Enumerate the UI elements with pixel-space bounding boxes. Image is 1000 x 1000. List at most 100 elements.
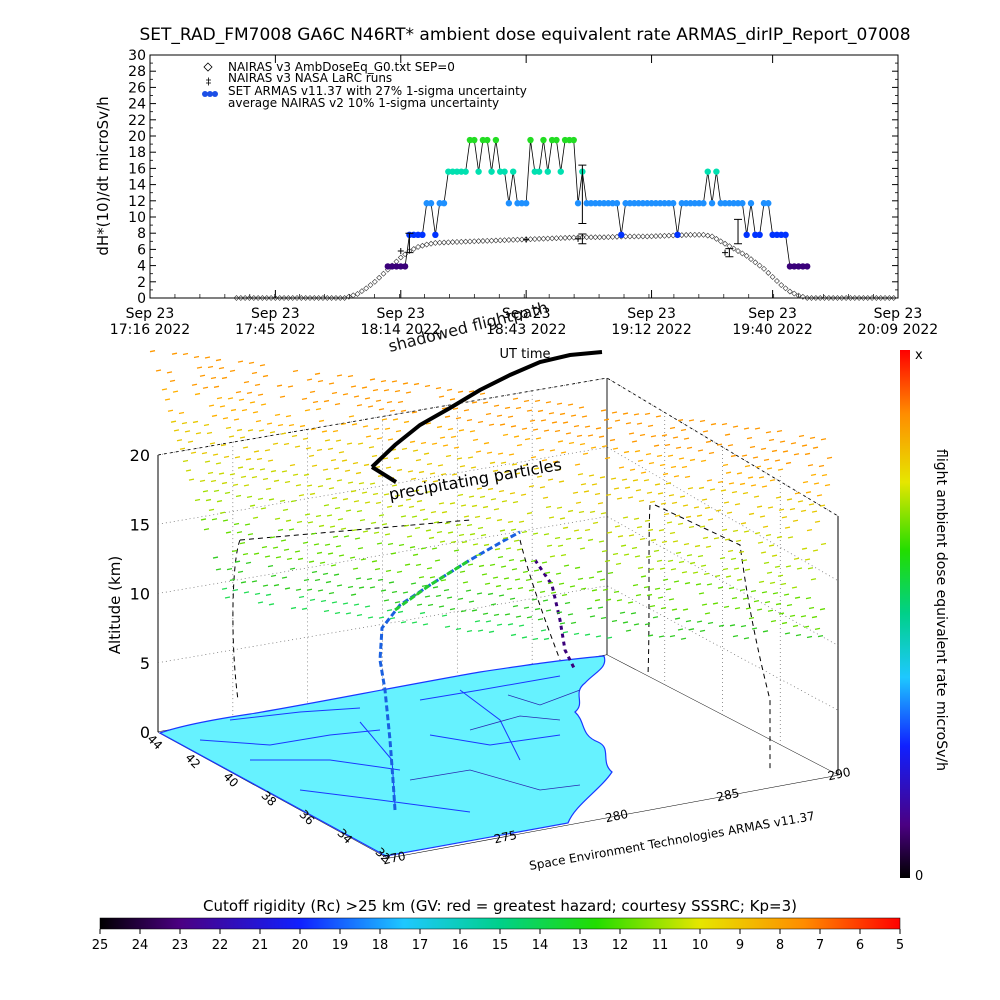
particle-dash: [660, 502, 667, 505]
particle-dash: [609, 438, 616, 442]
particle-dash: [204, 356, 211, 359]
particle-dash: [636, 422, 643, 425]
particle-dash: [449, 607, 456, 611]
particle-dash: [391, 484, 398, 487]
particle-dash: [647, 424, 654, 428]
particle-dash: [625, 422, 632, 425]
particle-dash: [267, 459, 274, 462]
particle-dash: [251, 476, 258, 479]
particle-dash: [489, 461, 496, 464]
particle-dash: [440, 579, 447, 582]
particle-dash: [272, 546, 279, 549]
particle-dash: [237, 360, 244, 363]
particle-dash: [421, 584, 428, 588]
particle-dash: [731, 490, 738, 494]
particle-dash: [790, 442, 797, 445]
particle-dash: [658, 529, 665, 532]
particle-dash: [403, 524, 410, 527]
particle-dash: [495, 584, 502, 588]
nairas-diamond: [250, 295, 257, 301]
particle-dash: [378, 616, 385, 619]
particle-dash: [428, 536, 435, 540]
particle-dash: [265, 487, 272, 490]
armas-point: [544, 168, 551, 175]
particle-dash: [794, 596, 801, 599]
particle-dash: [471, 609, 478, 612]
cutoff-tick-label: 17: [412, 938, 429, 953]
particle-dash: [743, 530, 750, 533]
particle-dash: [395, 430, 402, 433]
particle-dash: [689, 458, 696, 462]
nairas-diamond: [847, 295, 854, 301]
particle-dash: [311, 570, 318, 574]
particle-dash: [767, 506, 774, 509]
particle-dash: [496, 518, 503, 522]
particle-dash: [471, 504, 478, 508]
particle-dash: [359, 519, 366, 522]
particle-dash: [495, 479, 502, 482]
particle-dash: [411, 411, 418, 414]
x-tick-label-time: 20:09 2022: [858, 322, 938, 338]
armas-point: [535, 168, 543, 175]
particle-dash: [235, 391, 242, 394]
x-tick-label-date: Sep 23: [376, 306, 425, 322]
particle-dash: [678, 560, 685, 564]
particle-dash: [380, 589, 387, 592]
particle-dash: [535, 437, 542, 440]
particle-dash: [784, 632, 791, 635]
particle-dash: [449, 502, 456, 505]
particle-dash: [488, 630, 495, 633]
particle-dash: [194, 498, 201, 502]
particle-dash: [236, 428, 243, 432]
cutoff-bar-ticks: 25 24 23 22 21 20 19 18 17 16 15 14 13 12 11 10 9 8 7 6 5: [92, 929, 904, 953]
flight-path-3d-high: [394, 558, 471, 612]
shadow-path-top: [239, 519, 471, 541]
particle-dash: [791, 586, 798, 589]
particle-dash: [775, 602, 782, 606]
particle-dash: [572, 491, 579, 494]
nairas-diamond: [601, 234, 607, 241]
particle-dash: [496, 623, 503, 626]
particle-dash: [600, 512, 607, 515]
particle-dash: [365, 435, 372, 438]
particle-dash: [647, 634, 654, 637]
particle-dash: [673, 580, 680, 583]
nairas-diamond: [315, 295, 322, 301]
particle-dash: [281, 470, 288, 473]
particle-dash: [327, 447, 334, 451]
particle-dash: [317, 485, 324, 488]
particle-dash: [605, 598, 612, 601]
particle-dash: [213, 489, 220, 493]
armas-point: [484, 136, 491, 144]
particle-dash: [394, 601, 401, 604]
particle-dash: [333, 467, 340, 470]
particle-dash: [643, 585, 650, 589]
particle-dash: [427, 603, 434, 607]
nairas-diamond: [752, 259, 759, 266]
particle-dash: [805, 596, 812, 600]
particle-dash: [364, 397, 371, 400]
particle-dash: [510, 528, 517, 531]
nairas-diamond: [281, 295, 287, 301]
y-tick-label: 18: [128, 145, 146, 161]
particle-dash: [486, 451, 493, 454]
particle-dash: [208, 508, 215, 511]
dose-colorbar: [900, 350, 910, 878]
particle-dash: [397, 610, 404, 614]
nairas-diamond: [562, 234, 568, 241]
particle-dash: [797, 500, 804, 503]
particle-dash: [650, 435, 657, 438]
nairas-diamond: [488, 237, 495, 244]
particle-dash: [708, 451, 715, 455]
particle-dash: [518, 624, 525, 627]
particle-dash: [675, 446, 682, 449]
cutoff-tick-label: 20: [292, 938, 309, 953]
particle-dash: [450, 540, 457, 544]
particle-dash: [270, 470, 277, 473]
particle-dash: [386, 401, 393, 404]
particle-dash: [494, 548, 501, 551]
particle-dash: [345, 612, 352, 615]
particle-dash: [322, 572, 329, 575]
particle-dash: [307, 521, 314, 524]
particle-dash: [406, 535, 413, 538]
